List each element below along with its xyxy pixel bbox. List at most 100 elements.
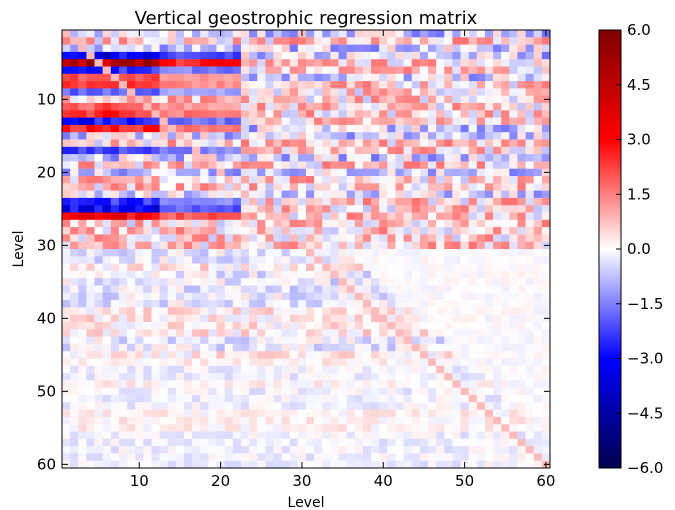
heatmap-cell xyxy=(484,249,494,257)
heatmap-cell xyxy=(484,44,494,53)
heatmap-cell xyxy=(314,453,323,462)
heatmap-cell xyxy=(216,263,226,272)
heatmap-cell xyxy=(135,416,144,425)
heatmap-cell xyxy=(322,285,331,294)
heatmap-cell xyxy=(468,329,478,337)
heatmap-cell xyxy=(533,249,543,257)
heatmap-cell xyxy=(224,95,234,104)
heatmap-cell xyxy=(78,380,87,389)
heatmap-cell xyxy=(175,453,185,462)
heatmap-cell xyxy=(110,249,120,257)
heatmap-cell xyxy=(338,424,348,432)
heatmap-cell xyxy=(281,103,291,111)
heatmap-cell xyxy=(468,197,478,206)
heatmap-cell xyxy=(135,37,144,45)
heatmap-cell xyxy=(200,154,209,162)
heatmap-cell xyxy=(192,190,201,199)
heatmap-cell xyxy=(419,329,429,337)
heatmap-cell xyxy=(265,66,274,75)
heatmap-cell xyxy=(362,314,372,323)
heatmap-cell xyxy=(192,278,201,286)
heatmap-cell xyxy=(387,88,396,97)
heatmap-cell xyxy=(371,190,380,199)
heatmap-cell xyxy=(135,205,144,213)
heatmap-cell xyxy=(468,212,478,221)
heatmap-cell xyxy=(428,416,437,425)
heatmap-cell xyxy=(493,453,502,462)
heatmap-cell xyxy=(151,139,160,148)
heatmap-cell xyxy=(281,460,291,469)
heatmap-cell xyxy=(257,351,266,359)
heatmap-cell xyxy=(395,146,404,155)
heatmap-cell xyxy=(281,373,291,381)
heatmap-cell xyxy=(484,73,494,82)
heatmap-cell xyxy=(314,270,323,279)
heatmap-cell xyxy=(541,263,551,272)
heatmap-cell xyxy=(78,431,87,440)
heatmap-cell xyxy=(110,322,120,330)
heatmap-cell xyxy=(289,30,299,38)
heatmap-cell xyxy=(224,103,234,111)
heatmap-cell xyxy=(110,37,120,45)
heatmap-cell xyxy=(354,263,364,272)
heatmap-cell xyxy=(86,373,95,381)
heatmap-cell xyxy=(379,132,388,140)
heatmap-cell xyxy=(306,95,315,104)
heatmap-cell xyxy=(192,446,201,454)
heatmap-cell xyxy=(281,314,291,323)
heatmap-cell xyxy=(78,66,87,75)
heatmap-cell xyxy=(159,300,169,308)
heatmap-cell xyxy=(314,227,323,235)
heatmap-cell xyxy=(167,219,177,228)
heatmap-cell xyxy=(395,81,404,89)
heatmap-cell xyxy=(314,409,323,418)
heatmap-cell xyxy=(501,146,510,155)
heatmap-cell xyxy=(371,438,380,447)
heatmap-cell xyxy=(143,51,152,60)
heatmap-cell xyxy=(265,285,274,294)
heatmap-cell xyxy=(460,168,470,177)
heatmap-cell xyxy=(403,124,413,133)
heatmap-cell xyxy=(102,300,112,308)
heatmap-cell xyxy=(257,30,266,38)
heatmap-cell xyxy=(533,373,543,381)
heatmap-cell xyxy=(501,373,510,381)
heatmap-cell xyxy=(224,329,234,337)
heatmap-cell xyxy=(493,431,502,440)
heatmap-cell xyxy=(184,373,193,381)
heatmap-cell xyxy=(62,59,71,67)
heatmap-cell xyxy=(289,380,299,389)
heatmap-cell xyxy=(371,176,380,184)
heatmap-cell xyxy=(306,336,315,345)
heatmap-cell xyxy=(224,431,234,440)
heatmap-cell xyxy=(330,351,339,359)
heatmap-cell xyxy=(184,263,193,272)
heatmap-cell xyxy=(444,183,453,191)
heatmap-cell xyxy=(62,205,71,213)
heatmap-cell xyxy=(322,124,331,133)
heatmap-cell xyxy=(444,81,453,89)
heatmap-cell xyxy=(354,322,364,330)
heatmap-cell xyxy=(460,81,470,89)
heatmap-cell xyxy=(428,373,437,381)
heatmap-cell xyxy=(314,59,323,67)
heatmap-cell xyxy=(379,373,388,381)
heatmap-cell xyxy=(224,409,234,418)
heatmap-cell xyxy=(460,117,470,126)
heatmap-cell xyxy=(338,241,348,250)
heatmap-cell xyxy=(444,249,453,257)
heatmap-cell xyxy=(346,300,356,308)
heatmap-cell xyxy=(184,409,193,418)
heatmap-cell xyxy=(330,453,339,462)
heatmap-cell xyxy=(102,402,112,410)
heatmap-cell xyxy=(509,395,518,403)
heatmap-cell xyxy=(297,285,307,294)
heatmap-cell xyxy=(289,205,299,213)
heatmap-cell xyxy=(265,416,274,425)
heatmap-cell xyxy=(192,59,201,67)
heatmap-cell xyxy=(354,154,364,162)
heatmap-cell xyxy=(354,453,364,462)
heatmap-cell xyxy=(371,37,380,45)
heatmap-cell xyxy=(444,387,453,396)
heatmap-cell xyxy=(70,373,79,381)
